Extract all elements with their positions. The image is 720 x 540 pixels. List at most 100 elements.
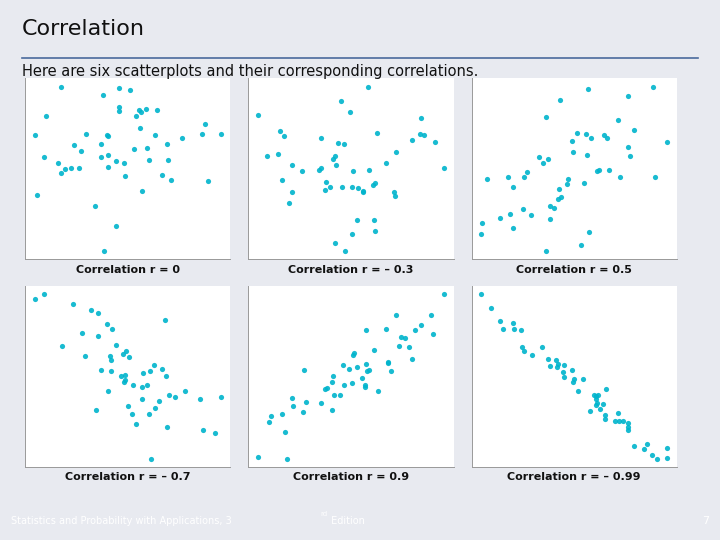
Point [346, 183, 358, 192]
Point [368, 215, 379, 224]
Point [346, 379, 358, 387]
Point [319, 384, 330, 393]
Point [102, 163, 114, 171]
Point [92, 308, 104, 317]
Text: Edition: Edition [328, 516, 364, 525]
Point [95, 140, 107, 149]
Point [38, 153, 50, 161]
Point [122, 402, 134, 410]
Point [110, 341, 122, 349]
Point [121, 347, 132, 355]
Point [567, 377, 579, 386]
Point [577, 375, 588, 384]
Text: Correlation r = 0.5: Correlation r = 0.5 [516, 265, 632, 275]
Point [544, 362, 556, 370]
Point [554, 95, 566, 104]
Point [128, 145, 140, 154]
Point [278, 132, 289, 140]
Point [337, 360, 348, 369]
Point [482, 175, 493, 184]
Point [165, 176, 176, 184]
Point [622, 143, 634, 152]
Point [343, 365, 355, 374]
Point [110, 157, 122, 165]
Point [328, 390, 340, 399]
Point [591, 167, 603, 176]
Point [60, 165, 71, 173]
Point [649, 173, 660, 181]
Point [130, 420, 142, 429]
Point [136, 395, 148, 403]
Point [115, 372, 127, 380]
Point [105, 367, 117, 375]
Point [56, 342, 68, 350]
Point [143, 156, 155, 164]
Point [65, 164, 76, 172]
Point [623, 418, 634, 427]
Point [518, 173, 530, 181]
Point [144, 367, 156, 376]
Point [326, 378, 338, 387]
Point [590, 395, 602, 403]
Point [68, 140, 80, 149]
Point [170, 393, 181, 401]
Point [362, 82, 374, 91]
Point [629, 441, 640, 450]
Point [102, 320, 113, 328]
Point [348, 350, 359, 359]
Point [552, 363, 563, 372]
Point [662, 138, 673, 146]
Point [91, 405, 102, 414]
Point [77, 329, 89, 338]
Point [609, 416, 621, 425]
Point [176, 133, 188, 142]
Point [600, 134, 612, 143]
Point [151, 105, 163, 114]
Point [161, 140, 172, 149]
Point [592, 399, 603, 408]
Point [104, 352, 115, 360]
Point [346, 230, 358, 238]
Point [161, 423, 173, 431]
Point [518, 346, 530, 355]
Text: Correlation r = – 0.7: Correlation r = – 0.7 [65, 472, 191, 483]
Point [75, 146, 86, 155]
Point [357, 188, 369, 197]
Point [508, 224, 519, 232]
Point [287, 188, 298, 197]
Point [623, 426, 634, 434]
Point [592, 391, 603, 400]
Point [141, 381, 153, 390]
Point [647, 82, 658, 91]
Point [73, 164, 84, 173]
Point [425, 310, 436, 319]
Point [55, 82, 66, 91]
Point [215, 130, 227, 138]
Point [149, 131, 161, 140]
Point [162, 156, 174, 165]
Point [272, 149, 284, 158]
Point [517, 205, 528, 213]
Point [163, 391, 174, 400]
Point [315, 399, 327, 407]
Point [485, 303, 497, 312]
Point [508, 183, 519, 192]
Point [124, 86, 135, 94]
Point [361, 360, 372, 369]
Text: Correlation r = – 0.3: Correlation r = – 0.3 [288, 265, 414, 275]
Point [202, 177, 213, 185]
Point [113, 103, 125, 112]
Point [97, 90, 109, 99]
Point [102, 131, 113, 139]
Point [287, 401, 299, 410]
Point [102, 132, 114, 141]
Point [404, 343, 415, 352]
Point [567, 366, 578, 374]
Point [130, 111, 142, 120]
Point [438, 290, 450, 299]
Point [265, 412, 276, 421]
Point [562, 174, 574, 183]
Text: Correlation: Correlation [22, 19, 145, 39]
Point [279, 428, 291, 437]
Text: Statistics and Probability with Applications, 3: Statistics and Probability with Applicat… [11, 516, 232, 525]
